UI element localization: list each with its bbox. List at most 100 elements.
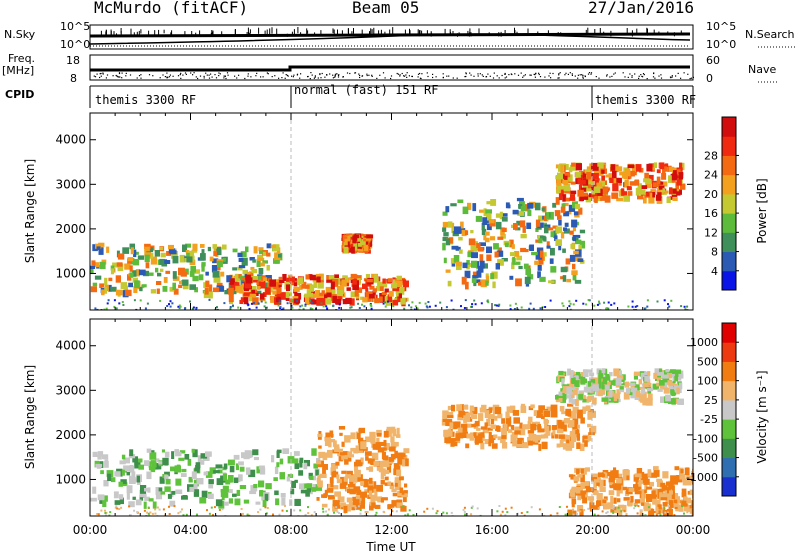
power-echo-cell: [363, 244, 368, 251]
power-ground-cell: [610, 303, 613, 306]
velocity-echo-cell: [592, 505, 600, 510]
power-echo-cell: [555, 197, 560, 205]
power-echo-cell: [555, 239, 562, 246]
power-echo-cell: [511, 244, 515, 249]
velocity-ground-cell: [593, 513, 596, 516]
power-echo-cell: [257, 257, 265, 261]
velocity-echo-cell: [179, 450, 186, 454]
velocity-ground-cell: [333, 511, 335, 514]
nave-dot: [382, 72, 385, 74]
velocity-colorbar-tick-label: 1000: [690, 336, 718, 349]
velocity-echo-cell: [597, 493, 602, 501]
velocity-echo-cell: [113, 491, 119, 499]
velocity-echo-cell: [512, 438, 517, 447]
velocity-echo-cell: [658, 379, 665, 386]
power-echo-cell: [279, 280, 285, 283]
velocity-echo-cell: [592, 473, 600, 477]
power-ground-cell: [195, 306, 198, 309]
velocity-echo-cell: [596, 499, 602, 505]
power-echo-cell: [315, 273, 323, 279]
power-ground-cell: [296, 300, 299, 303]
velocity-echo-cell: [465, 423, 472, 428]
nave-dot: [530, 74, 532, 76]
nave-dot: [538, 73, 540, 76]
power-ground-cell: [517, 308, 519, 310]
velocity-echo-cell: [376, 465, 384, 471]
power-ground-cell: [171, 302, 174, 305]
power-ground-cell: [370, 307, 373, 310]
power-echo-cell: [565, 164, 569, 171]
power-echo-cell: [471, 260, 478, 268]
power-echo-cell: [323, 294, 327, 302]
velocity-echo-cell: [678, 373, 684, 379]
nave-dot: [646, 78, 648, 80]
velocity-echo-cell: [194, 479, 199, 487]
power-echo-cell: [262, 277, 268, 282]
velocity-ground-cell: [408, 509, 411, 512]
power-ground-cell: [532, 307, 535, 310]
velocity-echo-cell: [610, 495, 614, 504]
velocity-echo-cell: [622, 474, 627, 481]
velocity-ytick-label: 2000: [55, 428, 86, 442]
velocity-ground-cell: [168, 505, 170, 508]
velocity-ground-cell: [504, 507, 507, 510]
power-ground-cell: [663, 299, 666, 302]
velocity-echo-cell: [541, 441, 548, 450]
power-echo-cell: [482, 217, 487, 225]
nave-dot: [504, 77, 506, 79]
power-echo-cell: [240, 251, 247, 258]
power-echo-cell: [658, 181, 664, 185]
power-ground-cell: [192, 306, 195, 309]
power-ground-cell: [260, 300, 263, 303]
velocity-ground-cell: [583, 509, 586, 512]
velocity-echo-cell: [527, 421, 532, 426]
power-echo-cell: [495, 263, 500, 270]
velocity-echo-cell: [452, 421, 457, 430]
cpid-segment-1: themis 3300 RF: [95, 93, 196, 107]
velocity-echo-cell: [616, 490, 620, 497]
velocity-echo-cell: [513, 417, 520, 424]
power-echo-cell: [517, 211, 524, 216]
nave-dot: [324, 76, 326, 78]
x-tick-labels: 00:00 04:00 08:00 12:00 16:00 20:00 00:00: [73, 523, 711, 537]
power-echo-cells: [90, 162, 689, 310]
power-echo-cell: [442, 211, 448, 216]
power-echo-cell: [676, 169, 681, 175]
velocity-echo-cell: [544, 425, 550, 432]
power-ground-cell: [286, 302, 289, 305]
velocity-ground-cell: [97, 513, 100, 516]
velocity-echo-cell: [557, 421, 565, 429]
power-echo-cell: [541, 252, 547, 257]
nave-dot: [140, 74, 142, 76]
velocity-echo-cell: [478, 433, 485, 438]
power-ground-cell: [248, 307, 251, 310]
nave-dot: [477, 73, 479, 75]
power-echo-cell: [518, 265, 523, 270]
power-echo-cell: [201, 264, 205, 272]
velocity-echo-cell: [392, 428, 397, 437]
power-echo-cell: [311, 299, 318, 305]
nave-dot: [238, 74, 240, 76]
velocity-ground-cell: [526, 511, 529, 514]
velocity-echo-cell: [569, 489, 575, 497]
power-echo-cell: [573, 211, 579, 216]
power-echo-cell: [540, 235, 546, 241]
velocity-echo-cell: [346, 470, 353, 478]
power-echo-cell: [585, 197, 591, 203]
velocity-echo-cell: [506, 406, 512, 413]
velocity-echo-cell: [607, 472, 613, 477]
power-echo-cell: [127, 257, 134, 262]
power-echo-cell: [372, 290, 376, 295]
power-echo-cell: [656, 176, 661, 185]
velocity-echo-cell: [466, 433, 472, 439]
velocity-colorbar-swatch: [722, 361, 736, 382]
velocity-echo-cell: [584, 440, 588, 447]
nave-dot: [675, 75, 677, 77]
power-colorbar-swatch: [722, 251, 736, 272]
nave-dot: [184, 72, 187, 74]
power-echo-cell: [242, 269, 248, 275]
velocity-echo-cell: [232, 493, 237, 497]
velocity-ground-cell: [498, 505, 501, 507]
velocity-echo-cell: [491, 417, 495, 425]
velocity-echo-cell: [128, 454, 136, 459]
